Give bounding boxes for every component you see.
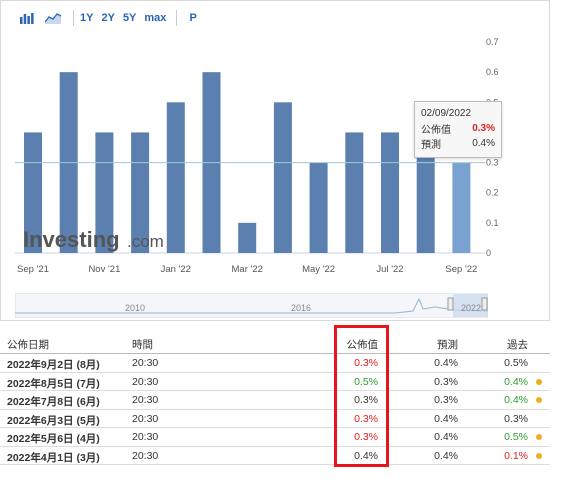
watermark-suffix: .com: [127, 232, 164, 251]
row-time: 20:30: [132, 449, 159, 462]
range-2y-button[interactable]: 2Y: [101, 12, 115, 24]
row-actual: 0.3%: [354, 412, 378, 425]
row-forecast: 0.4%: [434, 449, 458, 462]
toolbar-divider: [73, 10, 74, 26]
row-date: 2022年8月5日 (7月): [7, 377, 100, 390]
row-forecast: 0.4%: [434, 431, 458, 443]
range-1y-button[interactable]: 1Y: [80, 12, 94, 24]
bar-apr22: [273, 102, 292, 254]
row-date: 2022年4月1日 (3月): [7, 451, 100, 464]
table-row: 2022年5月6日 (4月) 20:30 0.3% 0.4% 0.5%: [0, 428, 550, 447]
revision-dot: [536, 452, 542, 459]
toolbar-divider: [176, 10, 178, 26]
tooltip-actual-value: 0.3%: [472, 123, 495, 134]
row-previous: 0.4%: [504, 394, 528, 406]
table-header: 公佈日期 時間 公佈值 預測 過去: [0, 334, 550, 354]
x-tick-label: Jan '22: [161, 264, 191, 275]
row-date: 2022年9月2日 (8月): [7, 359, 100, 371]
range-5y-button[interactable]: 5Y: [122, 12, 137, 24]
row-previous: 0.1%: [504, 449, 528, 462]
tooltip-actual-label: 公佈值: [421, 125, 451, 136]
row-time: 20:30: [132, 431, 159, 443]
navigator-label-2010: 2010: [125, 303, 145, 313]
row-date: 2022年6月3日 (5月): [7, 414, 100, 427]
tooltip-forecast-label: 預測: [421, 140, 441, 151]
navigator-left-handle[interactable]: [447, 297, 454, 311]
chart-toolbar: 1Y 2Y 5Y max P: [19, 9, 197, 27]
bar-jul22: [381, 132, 399, 253]
x-tick-label: Jul '22: [376, 264, 403, 275]
range-navigator[interactable]: 2010 2016 2022: [15, 293, 488, 318]
row-previous: 0.5%: [504, 431, 528, 443]
table-row: 2022年8月5日 (7月) 20:30 0.5% 0.3% 0.4%: [0, 373, 550, 391]
row-previous: 0.4%: [504, 375, 528, 388]
x-tick-label: Mar '22: [232, 264, 263, 275]
table-row: 2022年4月1日 (3月) 20:30 0.4% 0.4% 0.1%: [0, 447, 550, 465]
history-table: 公佈日期 時間 公佈值 預測 過去 2022年9月2日 (8月) 20:30 0.3…: [0, 334, 550, 465]
table-row: 2022年9月2日 (8月) 20:30 0.3% 0.4% 0.5%: [0, 354, 550, 373]
header-actual[interactable]: 公佈值: [346, 339, 379, 351]
header-forecast[interactable]: 預測: [437, 339, 458, 351]
table-body: 2022年9月2日 (8月) 20:30 0.3% 0.4% 0.5% 2022年8月5日…: [0, 354, 550, 465]
investing-watermark: Investing .com: [23, 227, 164, 252]
row-forecast: 0.4%: [434, 357, 458, 369]
row-time: 20:30: [132, 412, 159, 425]
bar-jun22: [345, 132, 364, 253]
navigator-selection[interactable]: [453, 294, 488, 317]
navigator-right-handle[interactable]: [481, 297, 488, 311]
y-tick-label: 0.7: [486, 37, 499, 47]
row-time: 20:30: [132, 394, 159, 406]
row-actual: 0.5%: [354, 375, 378, 388]
navigator-label-2022: 2022: [461, 303, 481, 313]
bar-sep22: [452, 162, 471, 253]
row-time: 20:30: [132, 375, 159, 388]
row-forecast: 0.3%: [434, 394, 458, 406]
row-actual: 0.3%: [354, 431, 378, 443]
table-row: 2022年6月3日 (5月) 20:30 0.3% 0.4% 0.3%: [0, 410, 550, 428]
header-date[interactable]: 公佈日期: [7, 339, 49, 351]
header-time[interactable]: 時間: [132, 339, 153, 351]
bar-may22: [309, 162, 328, 253]
row-forecast: 0.4%: [434, 412, 458, 425]
watermark-text: Investing: [23, 227, 120, 252]
tooltip-forecast-value: 0.4%: [472, 138, 495, 149]
x-tick-label: May '22: [302, 264, 335, 275]
y-tick-label: 0.3: [486, 158, 499, 168]
navigator-label-2016: 2016: [291, 303, 311, 313]
revision-dot: [536, 397, 542, 403]
bar-jan22: [166, 102, 185, 254]
row-time: 20:30: [132, 357, 159, 369]
row-previous: 0.3%: [504, 412, 528, 425]
row-actual: 0.4%: [354, 449, 378, 462]
bar-mar22: [238, 222, 257, 253]
tooltip-date: 02/09/2022: [421, 108, 472, 119]
row-date: 2022年5月6日 (4月): [7, 433, 100, 445]
y-tick-label: 0.6: [486, 67, 499, 77]
chart-panel: 1Y 2Y 5Y max P 00.10.20.30.40.50.60.7Sep…: [0, 0, 550, 321]
x-tick-label: Sep '21: [17, 264, 49, 275]
revision-dot: [536, 378, 542, 385]
row-forecast: 0.3%: [434, 375, 458, 388]
x-tick-label: Nov '21: [88, 264, 120, 275]
row-previous: 0.5%: [504, 357, 528, 369]
row-actual: 0.3%: [354, 394, 378, 406]
revision-dot: [536, 434, 542, 440]
area-chart-icon[interactable]: [45, 10, 61, 26]
y-tick-label: 0: [486, 248, 491, 258]
x-tick-label: Sep '22: [445, 264, 477, 275]
chart-tooltip: 02/09/2022 公佈值 0.3% 預測 0.4%: [414, 101, 502, 158]
bar-chart-icon[interactable]: [19, 10, 35, 26]
y-tick-label: 0.1: [486, 218, 499, 228]
range-max-button[interactable]: max: [144, 12, 167, 24]
header-previous[interactable]: 過去: [507, 339, 528, 351]
y-tick-label: 0.2: [486, 188, 499, 198]
table-row: 2022年7月8日 (6月) 20:30 0.3% 0.3% 0.4%: [0, 391, 550, 410]
row-date: 2022年7月8日 (6月): [7, 396, 100, 408]
p-button[interactable]: P: [189, 12, 197, 24]
actual-column-highlight: [334, 325, 389, 467]
row-actual: 0.3%: [354, 357, 378, 369]
